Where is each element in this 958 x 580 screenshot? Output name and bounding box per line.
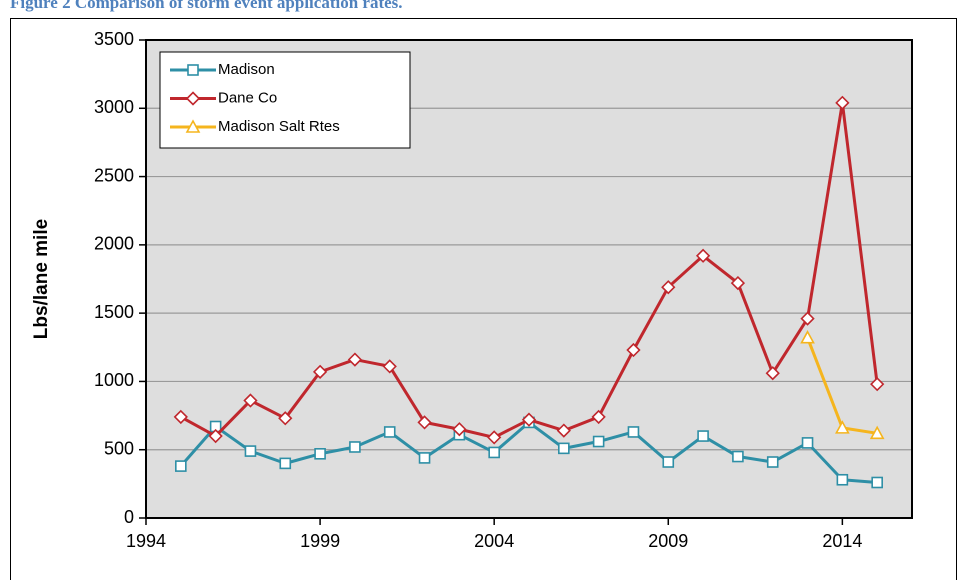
marker bbox=[626, 342, 641, 358]
marker bbox=[800, 330, 815, 344]
marker bbox=[382, 359, 397, 374]
frame bbox=[10, 18, 957, 580]
marker bbox=[800, 311, 815, 326]
marker bbox=[175, 460, 187, 472]
marker bbox=[487, 430, 502, 445]
y-tick-label: 2000 bbox=[94, 234, 134, 254]
marker bbox=[870, 377, 885, 392]
x-tick-label: 2004 bbox=[474, 531, 514, 551]
marker bbox=[314, 448, 326, 460]
y-tick-label: 2500 bbox=[94, 165, 134, 185]
marker bbox=[208, 428, 223, 444]
x-tick-label: 1994 bbox=[126, 531, 166, 551]
y-axis-label: Lbs/lane mile bbox=[31, 219, 52, 339]
marker bbox=[556, 423, 571, 438]
marker bbox=[521, 412, 537, 427]
marker bbox=[418, 452, 431, 464]
legend-label: Madison bbox=[218, 61, 275, 78]
marker bbox=[185, 119, 201, 133]
marker bbox=[417, 415, 432, 430]
marker bbox=[801, 437, 814, 449]
x-tick-label: 2009 bbox=[648, 531, 688, 551]
y-tick-label: 3500 bbox=[94, 29, 134, 49]
marker bbox=[765, 366, 780, 381]
marker bbox=[871, 476, 883, 489]
y-tick-label: 1500 bbox=[94, 302, 134, 322]
marker bbox=[869, 425, 885, 440]
marker bbox=[383, 426, 396, 438]
marker bbox=[243, 393, 258, 408]
marker bbox=[452, 422, 467, 437]
legend-label: Dane Co bbox=[218, 89, 277, 106]
marker bbox=[836, 473, 849, 486]
marker bbox=[695, 248, 711, 263]
marker bbox=[592, 435, 605, 448]
figure-caption: Figure 2 Comparison of storm event appli… bbox=[10, 0, 403, 12]
marker bbox=[244, 445, 257, 457]
marker bbox=[312, 364, 328, 379]
marker bbox=[279, 457, 292, 470]
marker bbox=[173, 409, 188, 425]
marker bbox=[835, 95, 850, 110]
marker bbox=[662, 456, 675, 468]
plot-border bbox=[145, 39, 913, 519]
y-tick-label: 1000 bbox=[94, 370, 134, 390]
marker bbox=[187, 64, 199, 76]
legend-label: Madison Salt Rtes bbox=[218, 118, 340, 135]
marker bbox=[766, 456, 779, 468]
marker bbox=[349, 441, 361, 453]
marker bbox=[591, 409, 606, 425]
y-tick-label: 0 bbox=[124, 507, 134, 527]
x-tick-label: 2014 bbox=[822, 531, 862, 551]
marker bbox=[835, 420, 850, 434]
marker bbox=[732, 450, 744, 463]
marker bbox=[558, 442, 570, 455]
marker bbox=[347, 352, 363, 367]
marker bbox=[278, 411, 293, 426]
marker bbox=[697, 430, 709, 442]
marker bbox=[730, 275, 746, 291]
x-tick-label: 1999 bbox=[300, 531, 340, 551]
marker bbox=[661, 280, 676, 295]
y-tick-label: 500 bbox=[104, 438, 134, 458]
marker bbox=[488, 446, 500, 459]
marker bbox=[185, 91, 201, 106]
y-tick-label: 3000 bbox=[94, 97, 134, 117]
marker bbox=[627, 426, 640, 438]
